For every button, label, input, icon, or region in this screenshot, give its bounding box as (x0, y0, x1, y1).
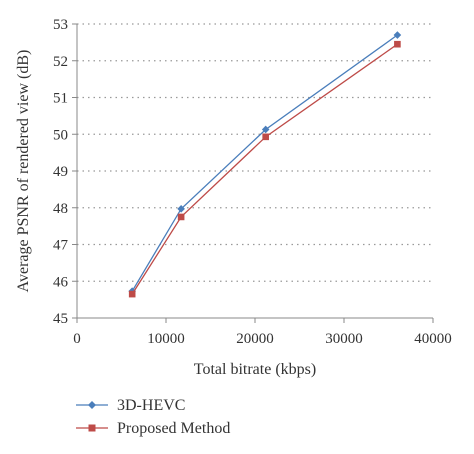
data-point-proposed-method (128, 290, 136, 298)
y-tick-label: 49 (53, 164, 68, 180)
series-line-3d-hevc (131, 34, 398, 292)
data-point-proposed-method (262, 133, 269, 141)
legend-label-proposed-method: Proposed Method (117, 420, 230, 437)
y-tick-label: 46 (53, 274, 69, 290)
legend: 3D-HEVC Proposed Method (76, 397, 230, 437)
y-tick-label: 47 (53, 238, 69, 254)
x-tick-label: 0 (73, 331, 81, 347)
data-point-3d-hevc (261, 125, 270, 134)
y-tick-label: 52 (53, 54, 68, 70)
gridlines (77, 23, 433, 282)
legend-item-proposed-method: Proposed Method (76, 420, 230, 437)
legend-item-3d-hevc: 3D-HEVC (76, 397, 185, 414)
y-tick-label: 53 (53, 17, 68, 33)
tick-marks (72, 23, 434, 323)
x-axis-title: Total bitrate (kbps) (194, 361, 316, 378)
y-tick-label: 50 (53, 127, 68, 143)
legend-marker-diamond-icon (88, 401, 96, 409)
x-tick-label: 30000 (325, 331, 363, 347)
y-tick-label: 51 (53, 91, 68, 107)
y-tick-label: 45 (53, 311, 68, 327)
legend-marker-square-icon (88, 424, 96, 432)
x-tick-label: 40000 (414, 331, 452, 347)
x-tick-label: 20000 (236, 331, 274, 347)
y-tick-label: 48 (53, 201, 68, 217)
series-line-proposed-method (131, 43, 398, 295)
data-point-3d-hevc (393, 31, 402, 39)
data-point-3d-hevc (177, 205, 185, 213)
y-axis-title: Average PSNR of rendered view (dB) (15, 50, 32, 293)
data-point-proposed-method (394, 40, 401, 48)
data-point-proposed-method (177, 213, 185, 221)
series (128, 31, 402, 298)
tick-labels: 45 46 47 48 49 50 51 52 53 0 10000 20000 30000 40000 (53, 17, 452, 347)
x-tick-label: 10000 (147, 331, 185, 347)
legend-label-3d-hevc: 3D-HEVC (117, 397, 185, 414)
